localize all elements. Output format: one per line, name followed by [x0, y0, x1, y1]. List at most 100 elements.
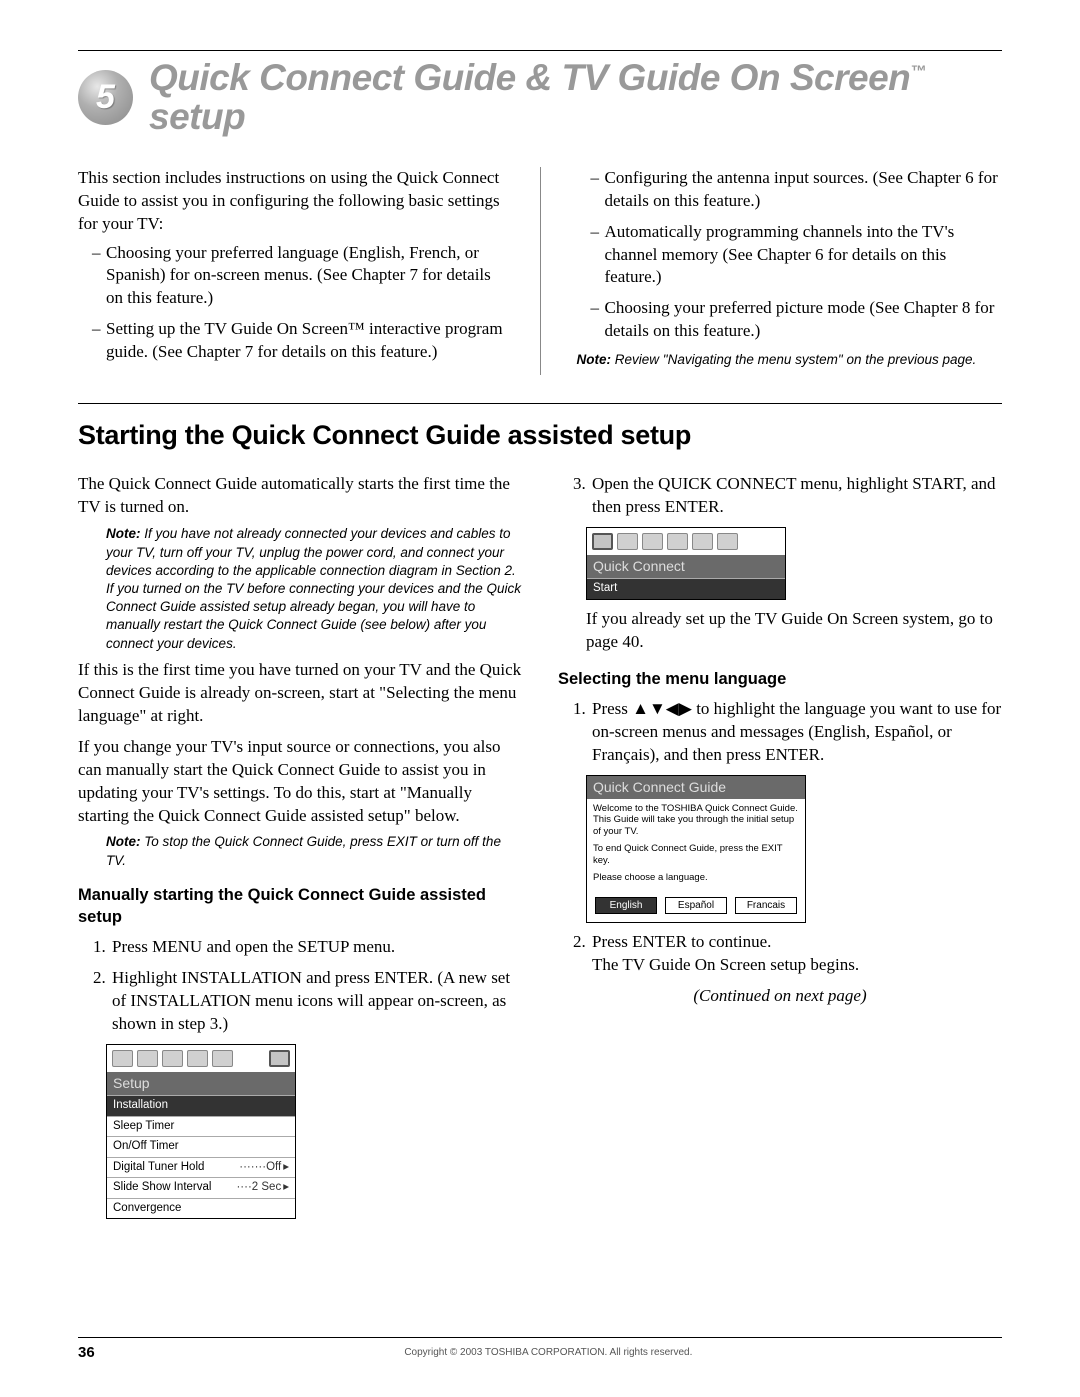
intro-bullet: Setting up the TV Guide On Screen™ inter…	[106, 318, 504, 364]
intro-columns: This section includes instructions on us…	[78, 167, 1002, 376]
chapter-header: 5 Quick Connect Guide & TV Guide On Scre…	[78, 59, 1002, 137]
osd-body-text: Welcome to the TOSHIBA Quick Connect Gui…	[593, 803, 799, 839]
osd-row-label: On/Off Timer	[113, 1139, 179, 1155]
intro-left-list: Choosing your preferred language (Englis…	[78, 242, 504, 365]
trademark-symbol: ™	[910, 64, 926, 81]
osd-row-label: Installation	[113, 1098, 168, 1114]
body-left-col: The Quick Connect Guide automatically st…	[78, 473, 522, 1227]
osd-row: Slide Show Interval ····2 Sec	[107, 1177, 295, 1198]
chapter-title-pre: Quick Connect Guide & TV Guide On Screen	[149, 57, 910, 98]
osd-tab-icon	[187, 1050, 208, 1067]
osd-body-text: To end Quick Connect Guide, press the EX…	[593, 843, 799, 867]
osd-row-value: ····2 Sec	[236, 1180, 289, 1196]
intro-bullet: Configuring the antenna input sources. (…	[605, 167, 1003, 213]
body-p: If this is the first time you have turne…	[78, 659, 522, 728]
intro-bullet: Choosing your preferred language (Englis…	[106, 242, 504, 311]
osd-row-label: Start	[593, 581, 617, 597]
body-p: The Quick Connect Guide automatically st…	[78, 473, 522, 519]
osd-row: Start	[587, 578, 785, 599]
section-heading: Starting the Quick Connect Guide assiste…	[78, 420, 1002, 451]
osd-tab-icon	[592, 533, 613, 550]
top-rule	[78, 50, 1002, 51]
osd-tab-icon	[212, 1050, 233, 1067]
chapter-number: 5	[96, 78, 115, 117]
body-right-col: Open the QUICK CONNECT menu, highlight S…	[558, 473, 1002, 1227]
note-text: Review "Navigating the menu system" on t…	[615, 352, 977, 367]
continued-label: (Continued on next page)	[558, 985, 1002, 1008]
osd-row-label: Slide Show Interval	[113, 1180, 211, 1196]
lang-steps-2: Press ENTER to continue. The TV Guide On…	[558, 931, 1002, 977]
osd-icon-row	[107, 1045, 295, 1072]
osd-row: Digital Tuner Hold ·······Off	[107, 1157, 295, 1178]
intro-right-list: Configuring the antenna input sources. (…	[577, 167, 1003, 344]
document-page: 5 Quick Connect Guide & TV Guide On Scre…	[0, 0, 1080, 1397]
step-item: Press ENTER to continue. The TV Guide On…	[590, 931, 1002, 977]
step-item: Open the QUICK CONNECT menu, highlight S…	[590, 473, 1002, 519]
body-note: Note: To stop the Quick Connect Guide, p…	[106, 833, 522, 869]
osd-title: Setup	[107, 1072, 295, 1095]
chapter-badge: 5	[78, 70, 133, 125]
note-label: Note:	[106, 834, 141, 849]
intro-lead: This section includes instructions on us…	[78, 167, 504, 236]
osd-setup-diagram: Setup Installation Sleep Timer On/Off Ti…	[106, 1044, 296, 1219]
osd-tab-icon	[617, 533, 638, 550]
osd-tab-icon	[692, 533, 713, 550]
osd-icon-row	[587, 528, 785, 555]
osd-row: Installation	[107, 1095, 295, 1116]
osd-row-label: Digital Tuner Hold	[113, 1160, 204, 1176]
chapter-title: Quick Connect Guide & TV Guide On Screen…	[149, 59, 1002, 137]
osd-tab-icon	[717, 533, 738, 550]
subheading-select-lang: Selecting the menu language	[558, 668, 1002, 690]
subheading-manual-start: Manually starting the Quick Connect Guid…	[78, 884, 522, 929]
body-p: If you change your TV's input source or …	[78, 736, 522, 828]
osd-row: Convergence	[107, 1198, 295, 1219]
note-label: Note:	[106, 526, 141, 541]
right-steps-3: Open the QUICK CONNECT menu, highlight S…	[558, 473, 1002, 519]
body-columns: The Quick Connect Guide automatically st…	[78, 473, 1002, 1227]
osd-tab-icon	[667, 533, 688, 550]
osd-row: On/Off Timer	[107, 1136, 295, 1157]
intro-note: Note: Review "Navigating the menu system…	[577, 351, 1003, 369]
osd-row-label: Convergence	[113, 1201, 181, 1217]
body-note: Note: If you have not already connected …	[106, 525, 522, 653]
osd-row-label: Sleep Timer	[113, 1119, 174, 1135]
footer: 36 Copyright © 2003 TOSHIBA CORPORATION.…	[78, 1337, 1002, 1361]
note-text: To stop the Quick Connect Guide, press E…	[106, 834, 501, 867]
osd-quickconnect-diagram: Quick Connect Start	[586, 527, 786, 599]
osd-lang-buttons: English Español Francais	[587, 893, 805, 923]
osd-tab-icon	[137, 1050, 158, 1067]
note-text: If you have not already connected your d…	[106, 526, 521, 650]
step-text: Press ENTER to continue.	[592, 932, 771, 951]
intro-right-col: Configuring the antenna input sources. (…	[577, 167, 1003, 376]
chapter-title-post: setup	[149, 96, 245, 137]
osd-body-text: Please choose a language.	[593, 872, 799, 884]
step-item: Press MENU and open the SETUP menu.	[110, 936, 522, 959]
body-p: If you already set up the TV Guide On Sc…	[586, 608, 1002, 654]
note-label: Note:	[577, 352, 612, 367]
osd-body: Welcome to the TOSHIBA Quick Connect Gui…	[587, 799, 805, 893]
osd-tab-icon	[269, 1050, 290, 1067]
osd-title: Quick Connect	[587, 555, 785, 578]
step-item: Highlight INSTALLATION and press ENTER. …	[110, 967, 522, 1036]
intro-bullet: Choosing your preferred picture mode (Se…	[605, 297, 1003, 343]
osd-title: Quick Connect Guide	[587, 776, 805, 799]
step-subtext: The TV Guide On Screen setup begins.	[592, 955, 859, 974]
copyright: Copyright © 2003 TOSHIBA CORPORATION. Al…	[404, 1347, 692, 1358]
lang-steps: Press ▲▼◀▶ to highlight the language you…	[558, 698, 1002, 767]
osd-language-diagram: Quick Connect Guide Welcome to the TOSHI…	[586, 775, 806, 924]
osd-lang-btn: Español	[665, 897, 727, 915]
intro-left-col: This section includes instructions on us…	[78, 167, 504, 376]
osd-tab-icon	[642, 533, 663, 550]
osd-tab-icon	[162, 1050, 183, 1067]
osd-row-value: ·······Off	[239, 1160, 289, 1176]
osd-tab-icon	[112, 1050, 133, 1067]
column-divider	[540, 167, 541, 376]
osd-lang-btn: English	[595, 897, 657, 915]
section-rule	[78, 403, 1002, 404]
intro-bullet: Automatically programming channels into …	[605, 221, 1003, 290]
osd-row: Sleep Timer	[107, 1116, 295, 1137]
step-item: Press ▲▼◀▶ to highlight the language you…	[590, 698, 1002, 767]
osd-lang-btn: Francais	[735, 897, 797, 915]
manual-start-steps: Press MENU and open the SETUP menu. High…	[78, 936, 522, 1036]
page-number: 36	[78, 1344, 95, 1361]
